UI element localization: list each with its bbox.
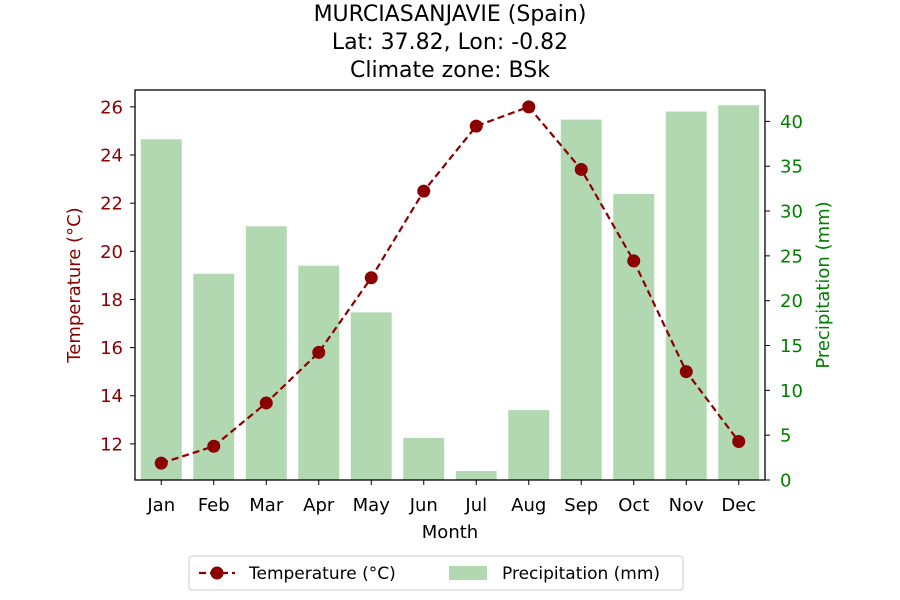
legend-entry-precipitation: Precipitation (mm) xyxy=(449,564,660,584)
legend-temperature-label: Temperature (°C) xyxy=(248,564,396,584)
x-tick-label-mar: Mar xyxy=(249,495,284,516)
y-axis-right: 0 5 10 15 20 25 30 35 40 xyxy=(765,112,803,492)
x-tick-label-aug: Aug xyxy=(511,495,546,516)
y-right-tick-label-20: 20 xyxy=(780,291,803,312)
y-right-tick-label-0: 0 xyxy=(780,471,791,492)
x-axis: Jan Feb Mar Apr May Jun Jul Aug Sep Oct Nov Dec xyxy=(146,480,756,516)
legend-precipitation-swatch xyxy=(449,566,487,580)
legend-entry-temperature: Temperature (°C) xyxy=(199,564,396,584)
temperature-point-jun xyxy=(417,184,431,198)
precipitation-bar-jun xyxy=(403,437,445,480)
precipitation-bars xyxy=(140,105,760,481)
temperature-point-oct xyxy=(627,254,641,268)
y-right-tick-label-30: 30 xyxy=(780,202,803,223)
y-left-tick-label-24: 24 xyxy=(100,146,123,167)
temperature-point-apr xyxy=(312,345,326,359)
chart-title-line-1: MURCIASANJAVIE (Spain) xyxy=(314,2,587,27)
temperature-point-feb xyxy=(207,439,221,453)
temperature-point-sep xyxy=(574,162,588,176)
temperature-point-may xyxy=(364,271,378,285)
temperature-line-layer xyxy=(154,100,746,470)
precipitation-bar-dec xyxy=(718,105,760,481)
temperature-line xyxy=(160,105,740,465)
precipitation-bar-may xyxy=(350,312,392,480)
legend-precipitation-label: Precipitation (mm) xyxy=(502,564,660,584)
chart-legend: Temperature (°C) Precipitation (mm) xyxy=(188,555,684,591)
y-left-tick-label-26: 26 xyxy=(100,97,123,118)
y-left-tick-label-14: 14 xyxy=(100,386,123,407)
x-tick-label-oct: Oct xyxy=(618,495,649,516)
y-right-tick-label-40: 40 xyxy=(780,112,803,133)
x-tick-label-nov: Nov xyxy=(669,495,704,516)
y-right-tick-label-10: 10 xyxy=(780,381,803,402)
y-left-tick-label-22: 22 xyxy=(100,194,123,215)
chart-title-line-3: Climate zone: BSk xyxy=(350,58,550,83)
temperature-point-jul xyxy=(469,119,483,133)
y-axis-left: 12 14 16 18 20 22 24 26 xyxy=(100,97,135,455)
legend-temperature-marker xyxy=(210,566,224,580)
precipitation-bar-nov xyxy=(665,111,707,481)
y-left-tick-label-12: 12 xyxy=(100,434,123,455)
precipitation-bar-jul xyxy=(455,471,497,480)
plot-frame xyxy=(134,89,766,481)
chart-title: MURCIASANJAVIE (Spain) Lat: 37.82, Lon: … xyxy=(314,2,587,83)
y-right-tick-label-25: 25 xyxy=(780,246,803,267)
precipitation-bar-jan xyxy=(140,139,182,480)
y-left-tick-label-18: 18 xyxy=(100,290,123,311)
precipitation-bar-mar xyxy=(245,226,287,480)
y-right-tick-label-5: 5 xyxy=(780,426,791,447)
chart-title-line-2: Lat: 37.82, Lon: -0.82 xyxy=(332,30,568,55)
temperature-point-dec xyxy=(732,434,746,448)
temperature-point-nov xyxy=(679,365,693,379)
x-tick-label-jul: Jul xyxy=(464,495,487,516)
precipitation-bar-aug xyxy=(508,410,550,480)
x-tick-label-may: May xyxy=(353,495,391,516)
x-tick-label-jan: Jan xyxy=(146,495,175,516)
temperature-point-jan xyxy=(154,456,168,470)
x-tick-label-dec: Dec xyxy=(721,495,756,516)
temperature-point-mar xyxy=(259,396,273,410)
y-right-tick-label-35: 35 xyxy=(780,157,803,178)
x-tick-label-feb: Feb xyxy=(198,495,230,516)
y-left-tick-label-16: 16 xyxy=(100,338,123,359)
y-right-tick-label-15: 15 xyxy=(780,336,803,357)
y-axis-left-label: Temperature (°C) xyxy=(64,207,85,363)
precipitation-bar-apr xyxy=(298,265,340,480)
x-tick-label-apr: Apr xyxy=(303,495,335,516)
y-left-tick-label-20: 20 xyxy=(100,242,123,263)
plot-border xyxy=(134,89,766,481)
y-axis-right-label: Precipitation (mm) xyxy=(813,201,834,368)
x-tick-label-jun: Jun xyxy=(409,495,438,516)
precipitation-bar-sep xyxy=(560,119,602,480)
x-axis-label: Month xyxy=(422,522,478,543)
temperature-point-aug xyxy=(522,100,536,114)
legend-box xyxy=(188,555,684,591)
x-tick-label-sep: Sep xyxy=(564,495,598,516)
precipitation-bar-oct xyxy=(613,194,655,480)
